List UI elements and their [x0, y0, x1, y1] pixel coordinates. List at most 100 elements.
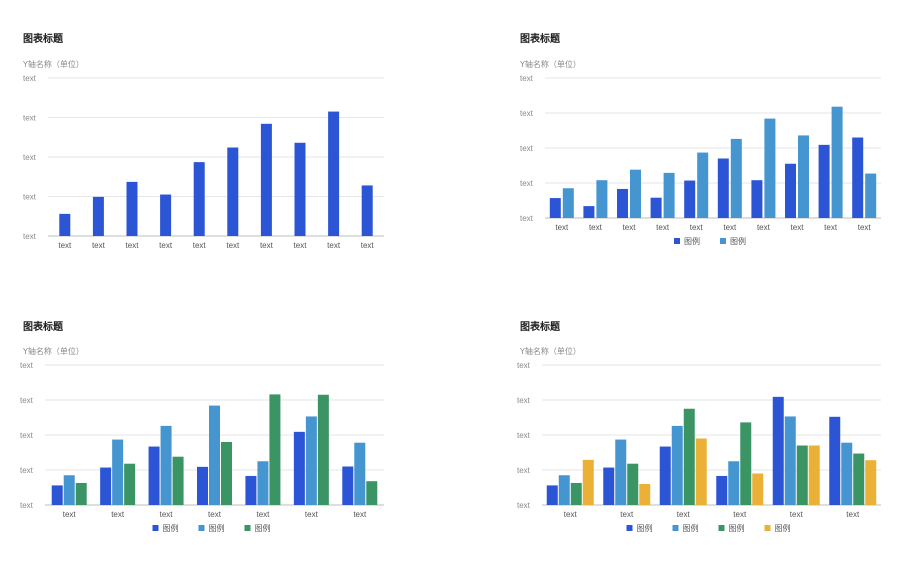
bar [798, 135, 809, 218]
bar [328, 111, 340, 236]
bar [683, 408, 695, 505]
y-tick-label: text [517, 431, 531, 440]
legend-swatch [626, 525, 633, 531]
bar [269, 394, 281, 505]
bar [796, 445, 808, 505]
x-tick-label: text [256, 510, 270, 519]
bar [172, 456, 184, 505]
bar [112, 439, 124, 505]
x-tick-label: text [733, 510, 747, 519]
bar [160, 194, 172, 236]
x-tick-label: text [555, 223, 569, 232]
y-tick-label: text [20, 501, 34, 510]
bar [100, 467, 112, 505]
bar [853, 453, 865, 505]
y-axis-label: Y轴名称（单位） [23, 60, 84, 69]
y-tick-label: text [23, 232, 37, 241]
y-tick-label: text [517, 361, 531, 370]
bar [752, 473, 764, 505]
chart-title: 图表标题 [23, 322, 63, 333]
x-tick-label: text [690, 223, 704, 232]
bar [671, 425, 683, 505]
bar [596, 180, 608, 218]
legend-label: 图例 [209, 523, 225, 533]
x-tick-label: text [92, 241, 106, 250]
legend-label: 图例 [255, 523, 271, 533]
bar [75, 482, 87, 505]
bar [124, 463, 136, 505]
x-tick-label: text [623, 223, 637, 232]
bar [257, 461, 269, 505]
bar [695, 438, 707, 505]
bar [764, 118, 776, 218]
y-tick-label: text [23, 153, 37, 162]
x-tick-label: text [159, 241, 173, 250]
x-tick-label: text [327, 241, 341, 250]
bar [730, 138, 742, 218]
legend-swatch [764, 525, 771, 531]
chart-title: 图表标题 [520, 34, 560, 45]
x-tick-label: text [791, 223, 805, 232]
bar [366, 481, 378, 505]
legend-label: 图例 [637, 523, 653, 533]
y-tick-label: text [20, 466, 34, 475]
bar [582, 459, 594, 505]
bar [865, 460, 877, 505]
legend-label: 图例 [163, 523, 179, 533]
y-tick-label: text [520, 179, 534, 188]
bar [562, 188, 574, 218]
bar [615, 439, 627, 505]
x-tick-label: text [723, 223, 737, 232]
bar [663, 172, 675, 218]
x-tick-label: text [126, 241, 140, 250]
bar [603, 467, 615, 505]
x-tick-label: text [656, 223, 670, 232]
y-axis-label: Y轴名称（单位） [23, 347, 84, 356]
bar [221, 442, 232, 505]
y-tick-label: text [20, 361, 34, 370]
legend-label: 图例 [729, 523, 745, 533]
y-tick-label: text [23, 114, 37, 123]
bar [160, 425, 172, 505]
x-tick-label: text [846, 510, 860, 519]
x-tick-label: text [790, 510, 804, 519]
bar [740, 422, 752, 505]
bar [583, 206, 595, 218]
x-tick-label: text [208, 510, 222, 519]
bar [650, 197, 662, 218]
bar [293, 431, 305, 505]
bar [63, 475, 75, 505]
x-tick-label: text [589, 223, 603, 232]
legend-label: 图例 [684, 236, 700, 246]
y-tick-label: text [23, 193, 37, 202]
bar [717, 158, 729, 218]
bar [558, 475, 570, 505]
bar [772, 396, 784, 505]
y-tick-label: text [520, 74, 534, 83]
bar [818, 144, 830, 218]
bar [784, 416, 796, 505]
y-tick-label: text [20, 431, 34, 440]
x-tick-label: text [260, 241, 274, 250]
x-tick-label: text [757, 223, 771, 232]
legend-label: 图例 [683, 523, 699, 533]
y-tick-label: text [23, 74, 37, 83]
bar [126, 181, 138, 236]
x-tick-label: text [824, 223, 838, 232]
bar [361, 185, 373, 236]
bar [627, 463, 639, 505]
legend-swatch [152, 525, 159, 531]
x-tick-label: text [677, 510, 691, 519]
x-tick-label: text [160, 510, 174, 519]
bar [59, 213, 71, 236]
legend-label: 图例 [730, 236, 746, 246]
bar [92, 196, 104, 236]
y-tick-label: text [517, 466, 531, 475]
bar [342, 466, 354, 505]
chart-title: 图表标题 [23, 34, 63, 45]
bar [716, 475, 728, 505]
bar [639, 484, 651, 505]
legend-swatch [672, 525, 679, 531]
bar [227, 147, 239, 236]
bar [808, 445, 820, 505]
